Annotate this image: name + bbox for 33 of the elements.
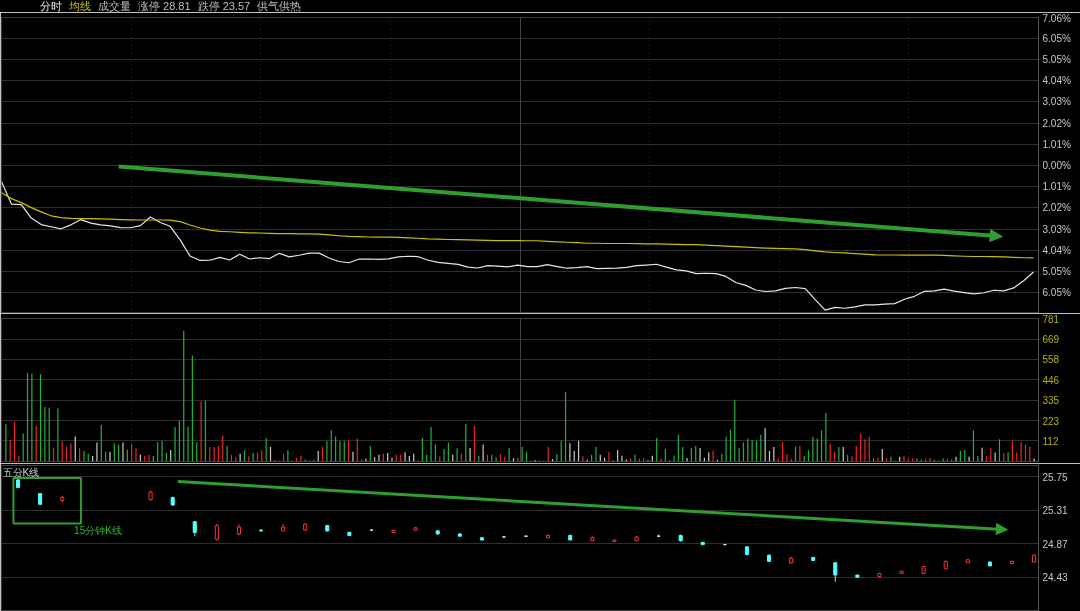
y-tick-label: 781 xyxy=(1042,313,1060,325)
y-tick-label: 25.31 xyxy=(1042,505,1068,517)
y-tick-label: 558 xyxy=(1042,354,1060,366)
y-tick-label: 446 xyxy=(1042,374,1060,386)
y-tick-label: 223 xyxy=(1042,415,1060,427)
text: 成交量 xyxy=(98,0,131,12)
y-tick-label: 24.43 xyxy=(1042,572,1068,584)
y-tick-label: 2.02% xyxy=(1042,202,1071,214)
y-tick-label: 0.00% xyxy=(1042,160,1071,171)
text: 跌停 23.57 xyxy=(197,0,251,12)
y-tick-label: 7.06% xyxy=(1042,12,1071,24)
text: 涨停 28.81 xyxy=(138,0,191,12)
y-tick-label: 112 xyxy=(1042,435,1059,447)
y-tick-label: 2.02% xyxy=(1042,117,1071,129)
text: 供气供热 xyxy=(257,0,302,12)
y-tick-label: 5.05% xyxy=(1042,265,1071,277)
y-tick-label: 4.04% xyxy=(1042,75,1071,87)
y-tick-label: 4.04% xyxy=(1042,244,1071,256)
y-tick-label: 1.01% xyxy=(1042,181,1071,193)
text: 均线 xyxy=(69,0,91,12)
y-tick-label: 6.05% xyxy=(1042,286,1071,298)
y-tick-label: 25.75 xyxy=(1042,471,1068,483)
y-tick-label: 3.03% xyxy=(1042,223,1071,235)
text: 分时 xyxy=(40,0,62,12)
y-tick-label: 6.05% xyxy=(1042,33,1071,45)
y-tick-label: 3.03% xyxy=(1042,96,1071,108)
y-tick-label: 1.01% xyxy=(1042,138,1071,150)
annotation: 15分钟K线 xyxy=(74,525,122,537)
chart-title: 五分K线 xyxy=(2,466,40,478)
y-tick-label: 5.05% xyxy=(1042,54,1071,66)
y-tick-label: 335 xyxy=(1042,395,1060,407)
y-tick-label: 24.87 xyxy=(1042,538,1068,550)
y-tick-label: 669 xyxy=(1042,334,1060,346)
